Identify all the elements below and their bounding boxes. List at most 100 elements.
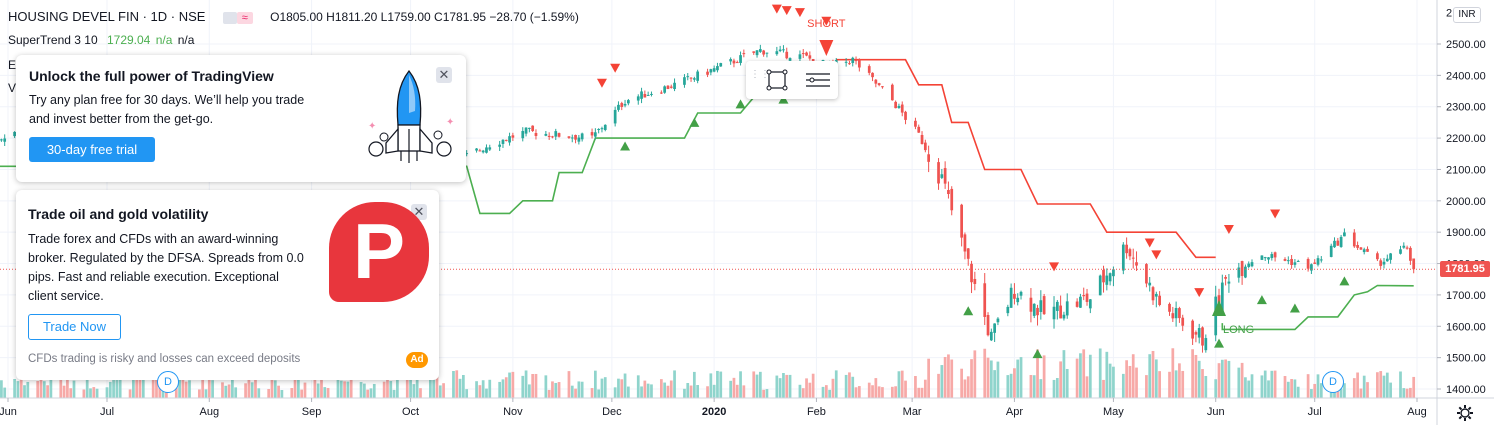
approx-icon[interactable]: ≈: [236, 11, 253, 24]
candle-body: [1306, 259, 1310, 269]
volume-bar: [947, 354, 950, 398]
volume-bar: [49, 372, 53, 398]
drag-handle-icon[interactable]: ⋮⋮: [750, 69, 770, 80]
free-trial-button[interactable]: 30-day free trial: [29, 137, 155, 162]
volume-bar: [95, 388, 99, 398]
volume-bar: [706, 386, 709, 398]
volume-bar: [231, 377, 234, 398]
candle-body: [1065, 301, 1069, 316]
volume-bar: [989, 360, 993, 398]
promo-card-tradingview: Unlock the full power of TradingView Try…: [16, 55, 466, 182]
trade-now-button[interactable]: Trade Now: [28, 314, 121, 340]
volume-bar: [1075, 358, 1079, 398]
volume-bar: [854, 387, 858, 398]
candle-body: [914, 120, 917, 127]
ohlc-values: O1805.00 H1811.20 L1759.00 C1781.95 −28.…: [270, 10, 579, 24]
volume-bar: [603, 377, 607, 398]
close-icon[interactable]: ✕: [436, 67, 452, 83]
candle-body: [1316, 258, 1320, 265]
candle-body: [597, 129, 601, 131]
candle-body: [1039, 300, 1043, 312]
lines-settings-icon[interactable]: [804, 69, 832, 91]
volume-bar: [851, 376, 855, 398]
volume-bar: [666, 385, 670, 398]
candle-body: [1075, 301, 1079, 307]
sell-signal-marker: [781, 6, 792, 16]
volume-bar: [155, 376, 158, 398]
x-tick-label: Oct: [402, 406, 419, 418]
volume-bar: [1009, 373, 1013, 398]
sell-signal-marker: [821, 16, 832, 26]
volume-bar: [1082, 349, 1086, 398]
volume-bar: [904, 380, 907, 398]
settings-gear-icon[interactable]: [1456, 404, 1474, 422]
volume-bar: [811, 373, 815, 398]
candle-body: [742, 53, 746, 55]
candle-body: [1260, 255, 1264, 260]
dividend-marker[interactable]: D: [157, 371, 179, 393]
candle-body: [1121, 244, 1125, 271]
candle-body: [640, 91, 643, 99]
symbol-title[interactable]: HOUSING DEVEL FIN · 1D · NSE: [8, 9, 206, 24]
long-signal-marker: [1212, 300, 1227, 316]
volume-bar: [412, 384, 416, 398]
candle-body: [1220, 282, 1224, 312]
candle-body: [881, 86, 884, 88]
volume-bar: [409, 372, 412, 398]
volume-bar: [1379, 371, 1383, 398]
candle-body: [643, 93, 647, 98]
volume-bar: [128, 389, 132, 398]
candle-body: [1286, 260, 1290, 262]
volume-bar: [1191, 349, 1194, 398]
candle-body: [1336, 240, 1340, 246]
candle-body: [940, 174, 944, 178]
candle-body: [788, 58, 792, 61]
volume-bar: [524, 370, 528, 398]
compare-icon[interactable]: [222, 11, 237, 24]
volume-bar: [900, 370, 904, 398]
volume-bar: [755, 374, 759, 398]
dividend-marker[interactable]: D: [1322, 371, 1344, 393]
candle-body: [1171, 313, 1175, 319]
volume-bar: [1356, 372, 1359, 398]
volume-bar: [69, 388, 73, 398]
candle-body: [874, 79, 878, 84]
volume-bar: [626, 386, 630, 398]
y-tick-label: 2: [1446, 8, 1452, 20]
candle-body: [765, 52, 769, 54]
volume-bar: [729, 380, 733, 398]
volume-bar: [178, 376, 181, 398]
candle-body: [1181, 317, 1185, 326]
volume-bar: [1362, 375, 1366, 398]
volume-bar: [531, 374, 535, 398]
volume-bar: [336, 379, 340, 398]
candle-body: [947, 190, 950, 195]
candle-body: [620, 103, 624, 108]
candle-body: [1194, 332, 1198, 335]
candle-body: [689, 77, 693, 79]
time-axis[interactable]: Jun Jul Aug Sep Oct Nov Dec 2020 Feb Mar Apr May Jun…: [0, 397, 1494, 418]
volume-bar: [39, 377, 43, 398]
y-tick-label: 1900.00: [1446, 227, 1486, 239]
candle-body: [1343, 232, 1346, 237]
volume-bar: [293, 370, 297, 398]
volume-bar: [739, 371, 742, 398]
buy-signal-marker: [963, 306, 974, 316]
volume-bar: [890, 386, 894, 398]
volume-bar: [1283, 376, 1287, 398]
volume-bar: [874, 378, 878, 398]
candle-body: [927, 154, 930, 162]
candle-body: [1082, 295, 1086, 297]
volume-bar: [937, 373, 940, 398]
price-axis[interactable]: 1400.001500.001600.001700.001800.001900.…: [1436, 0, 1486, 425]
promo2-line-1: Trade forex and CFDs with an award-winni…: [28, 232, 279, 246]
x-tick-label: Aug: [1407, 406, 1427, 418]
rectangle-tool-icon[interactable]: [766, 69, 788, 91]
broker-logo: P: [329, 202, 429, 302]
indicator-legend[interactable]: SuperTrend 3 10 1729.04 n/a n/a: [8, 33, 194, 47]
currency-button[interactable]: INR: [1453, 7, 1481, 23]
sell-signal-marker: [1223, 224, 1234, 234]
volume-bar: [181, 378, 185, 398]
candle-body: [666, 85, 670, 90]
candle-body: [805, 52, 808, 56]
